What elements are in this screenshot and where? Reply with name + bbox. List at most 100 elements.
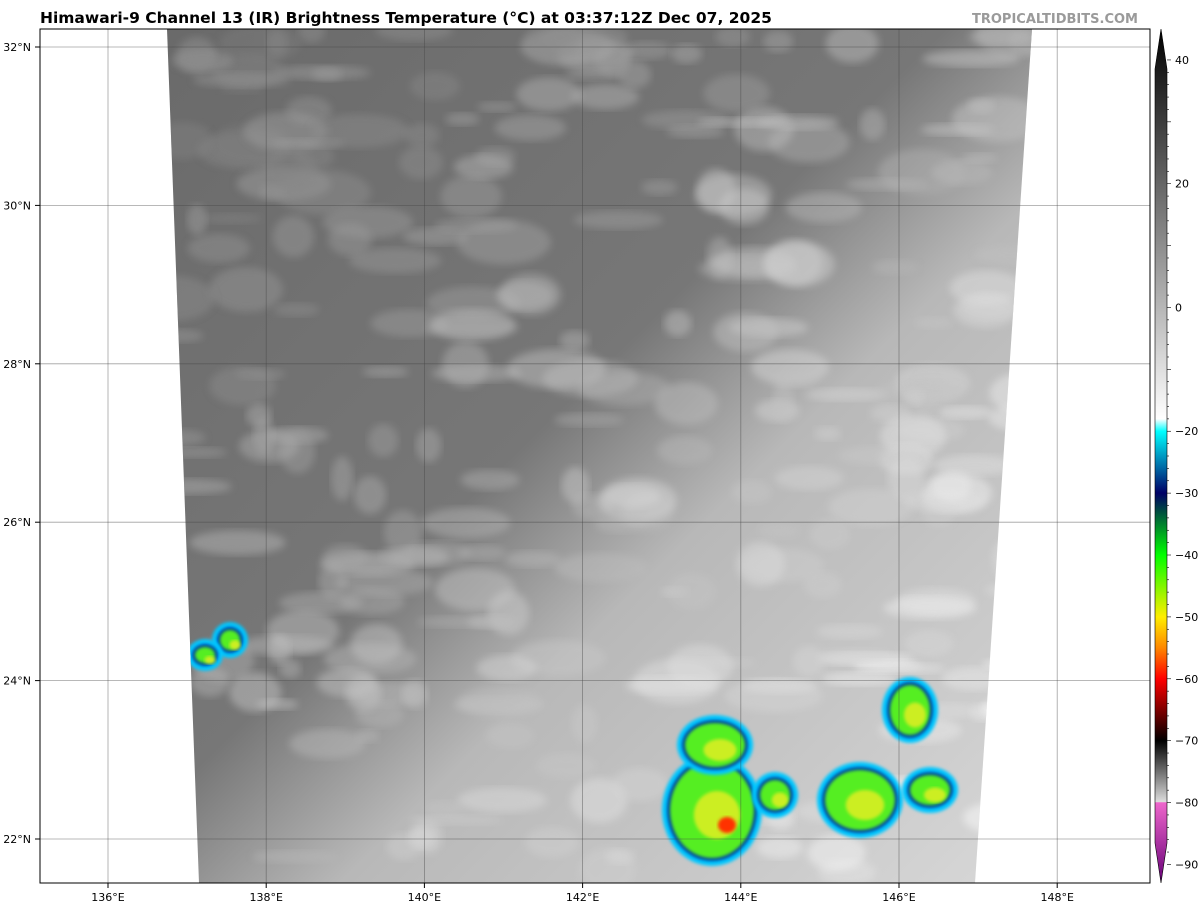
lon-label: 138°E — [249, 891, 282, 904]
lon-label: 142°E — [566, 891, 599, 904]
cloud-patch — [423, 800, 467, 817]
cloud-patch — [404, 122, 440, 148]
colorbar-label: 0 — [1175, 301, 1182, 314]
cloud-patch — [460, 469, 520, 490]
cloud-patch — [663, 310, 692, 337]
cloud-patch — [310, 114, 409, 148]
cloud-patch — [187, 233, 251, 263]
cloud-patch — [559, 330, 590, 351]
cloud-patch — [818, 648, 891, 663]
cloud-patch — [252, 850, 339, 863]
cloud-patch — [278, 591, 363, 615]
colorbar-label: −70 — [1175, 735, 1198, 748]
cloud-patch — [192, 72, 291, 88]
cloud-patch — [467, 614, 515, 629]
colorbar-label: −90 — [1175, 858, 1198, 871]
cloud-patch — [368, 424, 399, 457]
cloud-patch — [922, 50, 1021, 67]
cloud-patch — [697, 117, 786, 128]
lon-label: 146°E — [882, 891, 915, 904]
lat-label: 22°N — [3, 833, 31, 846]
cloud-patch — [200, 213, 262, 224]
cloud-patch — [442, 341, 489, 388]
cloud-patch — [904, 389, 925, 407]
cloud-patch — [724, 679, 823, 713]
cloud-patch — [186, 204, 208, 236]
cloud-patch — [421, 507, 511, 539]
cloud-patch — [219, 29, 301, 63]
lat-label: 24°N — [3, 675, 31, 688]
cloud-patch — [273, 302, 320, 317]
cloud-patch — [736, 541, 786, 587]
cloud-patch — [807, 834, 866, 871]
cloud-patch — [594, 513, 645, 533]
cloud-patch — [618, 61, 651, 89]
cloud-patch — [859, 108, 885, 141]
cloud-patch — [453, 696, 546, 714]
convective-cell-core — [693, 791, 741, 839]
convective-cell-core — [904, 702, 926, 728]
cloud-patch — [883, 596, 977, 620]
cloud-patch — [933, 454, 1016, 476]
cloud-patch — [477, 101, 517, 112]
cloud-patch — [435, 568, 516, 611]
cloud-patch — [189, 530, 286, 555]
cloud-patch — [457, 787, 547, 813]
cloud-patch — [951, 96, 1032, 142]
cloud-patch — [416, 428, 442, 463]
convective-cell-core — [924, 787, 946, 803]
cloud-patch — [809, 518, 851, 550]
cloud-patch — [167, 478, 232, 495]
cloud-patch — [322, 544, 368, 570]
cloud-patch — [298, 29, 325, 44]
cloud-patch — [334, 569, 434, 596]
watermark: TROPICALTIDBITS.COM — [972, 12, 1138, 27]
cloud-patch — [410, 71, 460, 101]
cloud-patch — [904, 630, 954, 657]
cloud-patch — [931, 160, 993, 186]
cloud-patch — [968, 29, 1032, 47]
cloud-patch — [814, 426, 841, 441]
cloud-patch — [229, 672, 282, 712]
cloud-patch — [458, 544, 506, 561]
cloud-patch — [494, 114, 567, 141]
cloud-patch — [763, 30, 794, 53]
cloud-patch — [571, 84, 640, 110]
cloud-patch — [914, 316, 954, 329]
colorbar-label: 40 — [1175, 54, 1189, 67]
lon-label: 136°E — [91, 891, 124, 904]
cloud-patch — [348, 248, 442, 274]
colorbar-label: −30 — [1175, 487, 1198, 500]
cloud-patch — [440, 175, 502, 218]
cloud-patch — [453, 154, 514, 179]
cloud-patch — [667, 573, 716, 610]
cloud-patch — [931, 470, 972, 502]
cloud-patch — [476, 655, 537, 682]
cloud-patch — [456, 220, 551, 265]
cloud-patch — [516, 77, 581, 111]
lat-label: 32°N — [3, 41, 31, 54]
cloud-patch — [523, 29, 578, 62]
cloud-patch — [318, 563, 348, 600]
cloud-patch — [772, 371, 819, 389]
cloud-patch — [507, 349, 606, 389]
cloud-patch — [445, 112, 480, 126]
cloud-patch — [803, 571, 842, 599]
cloud-patch — [887, 456, 924, 501]
convective-cell-core — [845, 790, 885, 820]
cloud-patch — [375, 29, 454, 41]
cloud-patch — [713, 312, 778, 352]
lat-label: 30°N — [3, 199, 31, 212]
convective-cell-core — [229, 640, 241, 650]
cloud-patch — [316, 668, 377, 697]
cloud-patch — [657, 436, 713, 465]
lat-label: 26°N — [3, 516, 31, 529]
cloud-patch — [554, 412, 624, 427]
cloud-patch — [571, 705, 598, 743]
lon-label: 140°E — [408, 891, 441, 904]
cloud-patch — [312, 67, 343, 82]
cold-top — [718, 817, 736, 833]
cloud-patch — [209, 267, 283, 312]
lon-label: 144°E — [724, 891, 757, 904]
map-area[interactable] — [40, 12, 1150, 892]
